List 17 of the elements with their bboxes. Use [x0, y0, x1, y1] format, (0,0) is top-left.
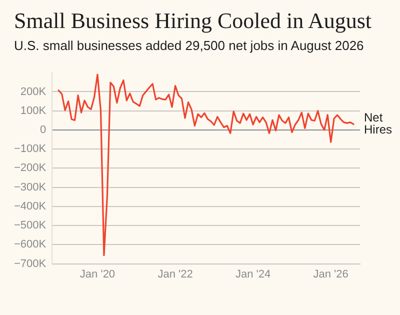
- chart-subtitle: U.S. small businesses added 29,500 net jobs in August 2026: [14, 38, 364, 53]
- y-tick-label: −500K: [14, 220, 47, 232]
- y-tick-label: −400K: [14, 200, 47, 212]
- series-label: Net Hires: [364, 110, 392, 137]
- y-tick-label: 0: [40, 124, 46, 136]
- y-tick-label: −700K: [14, 258, 47, 270]
- x-tick-label: Jan '26: [313, 268, 348, 280]
- y-tick-label: −300K: [14, 181, 47, 194]
- y-tick-label: 100K: [20, 104, 47, 117]
- y-tick-label: −200K: [14, 162, 47, 174]
- y-tick-label: 200K: [20, 86, 47, 98]
- x-tick-label: Jan '24: [235, 268, 271, 280]
- x-tick-label: Jan '22: [158, 268, 193, 280]
- y-tick-label: −600K: [14, 238, 47, 251]
- y-tick-label: −100K: [14, 143, 47, 156]
- chart-title: Small Business Hiring Cooled in August: [14, 8, 372, 34]
- x-tick-label: Jan '20: [80, 268, 116, 280]
